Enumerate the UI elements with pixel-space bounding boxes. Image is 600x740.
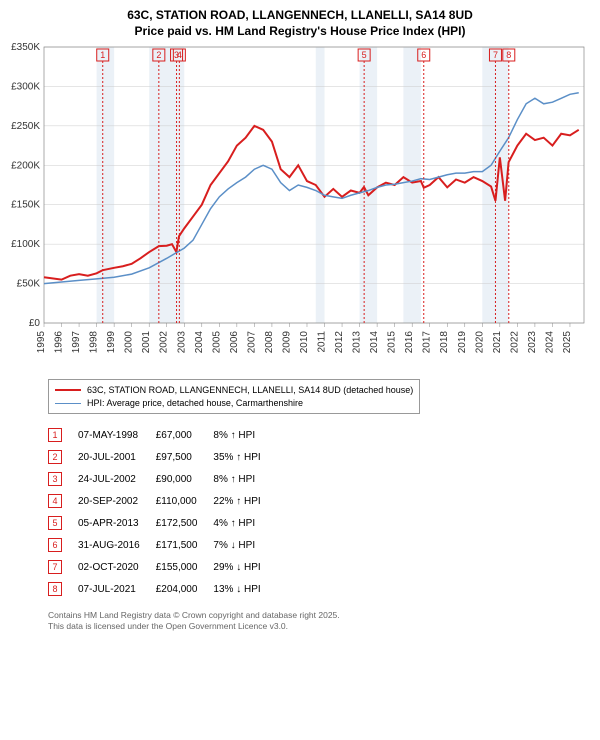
svg-text:2025: 2025 — [562, 331, 573, 354]
svg-text:2010: 2010 — [299, 331, 310, 354]
table-row: 505-APR-2013£172,5004% ↑ HPI — [48, 512, 277, 534]
svg-text:2012: 2012 — [334, 331, 345, 354]
svg-text:2002: 2002 — [159, 331, 170, 354]
table-row: 631-AUG-2016£171,5007% ↓ HPI — [48, 534, 277, 556]
chart-title: 63C, STATION ROAD, LLANGENNECH, LLANELLI… — [10, 8, 590, 39]
svg-text:£300K: £300K — [11, 82, 40, 93]
svg-text:£50K: £50K — [17, 279, 41, 290]
svg-text:2011: 2011 — [317, 331, 328, 353]
chart-plot: £0 £50K £100K £150K £200K £250K £300K £350K 1995… — [10, 43, 590, 373]
svg-text:2017: 2017 — [422, 331, 433, 354]
svg-text:1998: 1998 — [89, 331, 100, 354]
table-row: 702-OCT-2020£155,00029% ↓ HPI — [48, 556, 277, 578]
svg-text:2009: 2009 — [281, 331, 292, 354]
svg-text:£200K: £200K — [11, 160, 40, 171]
svg-text:2014: 2014 — [369, 331, 380, 354]
svg-text:2: 2 — [156, 50, 161, 60]
svg-text:2005: 2005 — [211, 331, 222, 354]
svg-text:£250K: £250K — [11, 121, 40, 132]
svg-text:2019: 2019 — [457, 331, 468, 354]
table-row: 107-MAY-1998£67,0008% ↑ HPI — [48, 424, 277, 446]
svg-text:1997: 1997 — [71, 331, 82, 354]
svg-text:2020: 2020 — [474, 331, 485, 354]
svg-text:2013: 2013 — [352, 331, 363, 354]
svg-text:8: 8 — [506, 50, 511, 60]
svg-text:2015: 2015 — [387, 331, 398, 354]
svg-text:1: 1 — [100, 50, 105, 60]
table-row: 420-SEP-2002£110,00022% ↑ HPI — [48, 490, 277, 512]
svg-text:7: 7 — [493, 50, 498, 60]
svg-text:2006: 2006 — [229, 331, 240, 354]
svg-text:2000: 2000 — [124, 331, 135, 354]
svg-text:2023: 2023 — [527, 331, 538, 354]
svg-text:2003: 2003 — [176, 331, 187, 354]
svg-text:2001: 2001 — [141, 331, 152, 354]
svg-text:2021: 2021 — [492, 331, 503, 354]
transactions-table: 107-MAY-1998£67,0008% ↑ HPI220-JUL-2001£… — [48, 424, 277, 600]
footer-attribution: Contains HM Land Registry data © Crown c… — [48, 610, 590, 632]
svg-text:£0: £0 — [29, 318, 41, 329]
svg-text:5: 5 — [362, 50, 367, 60]
svg-text:2008: 2008 — [264, 331, 275, 354]
svg-text:6: 6 — [421, 50, 426, 60]
svg-text:£150K: £150K — [11, 200, 40, 211]
svg-text:£350K: £350K — [11, 43, 40, 53]
svg-text:1995: 1995 — [36, 331, 47, 354]
table-row: 220-JUL-2001£97,50035% ↑ HPI — [48, 446, 277, 468]
svg-text:£100K: £100K — [11, 239, 40, 250]
svg-text:4: 4 — [177, 50, 182, 60]
svg-text:1996: 1996 — [54, 331, 65, 354]
svg-text:2024: 2024 — [544, 331, 555, 354]
svg-text:2016: 2016 — [404, 331, 415, 354]
svg-text:2022: 2022 — [509, 331, 520, 354]
table-row: 324-JUL-2002£90,0008% ↑ HPI — [48, 468, 277, 490]
table-row: 807-JUL-2021£204,00013% ↓ HPI — [48, 578, 277, 600]
svg-text:2018: 2018 — [439, 331, 450, 354]
svg-text:1999: 1999 — [106, 331, 117, 354]
svg-text:2004: 2004 — [194, 331, 205, 354]
svg-text:2007: 2007 — [246, 331, 257, 354]
